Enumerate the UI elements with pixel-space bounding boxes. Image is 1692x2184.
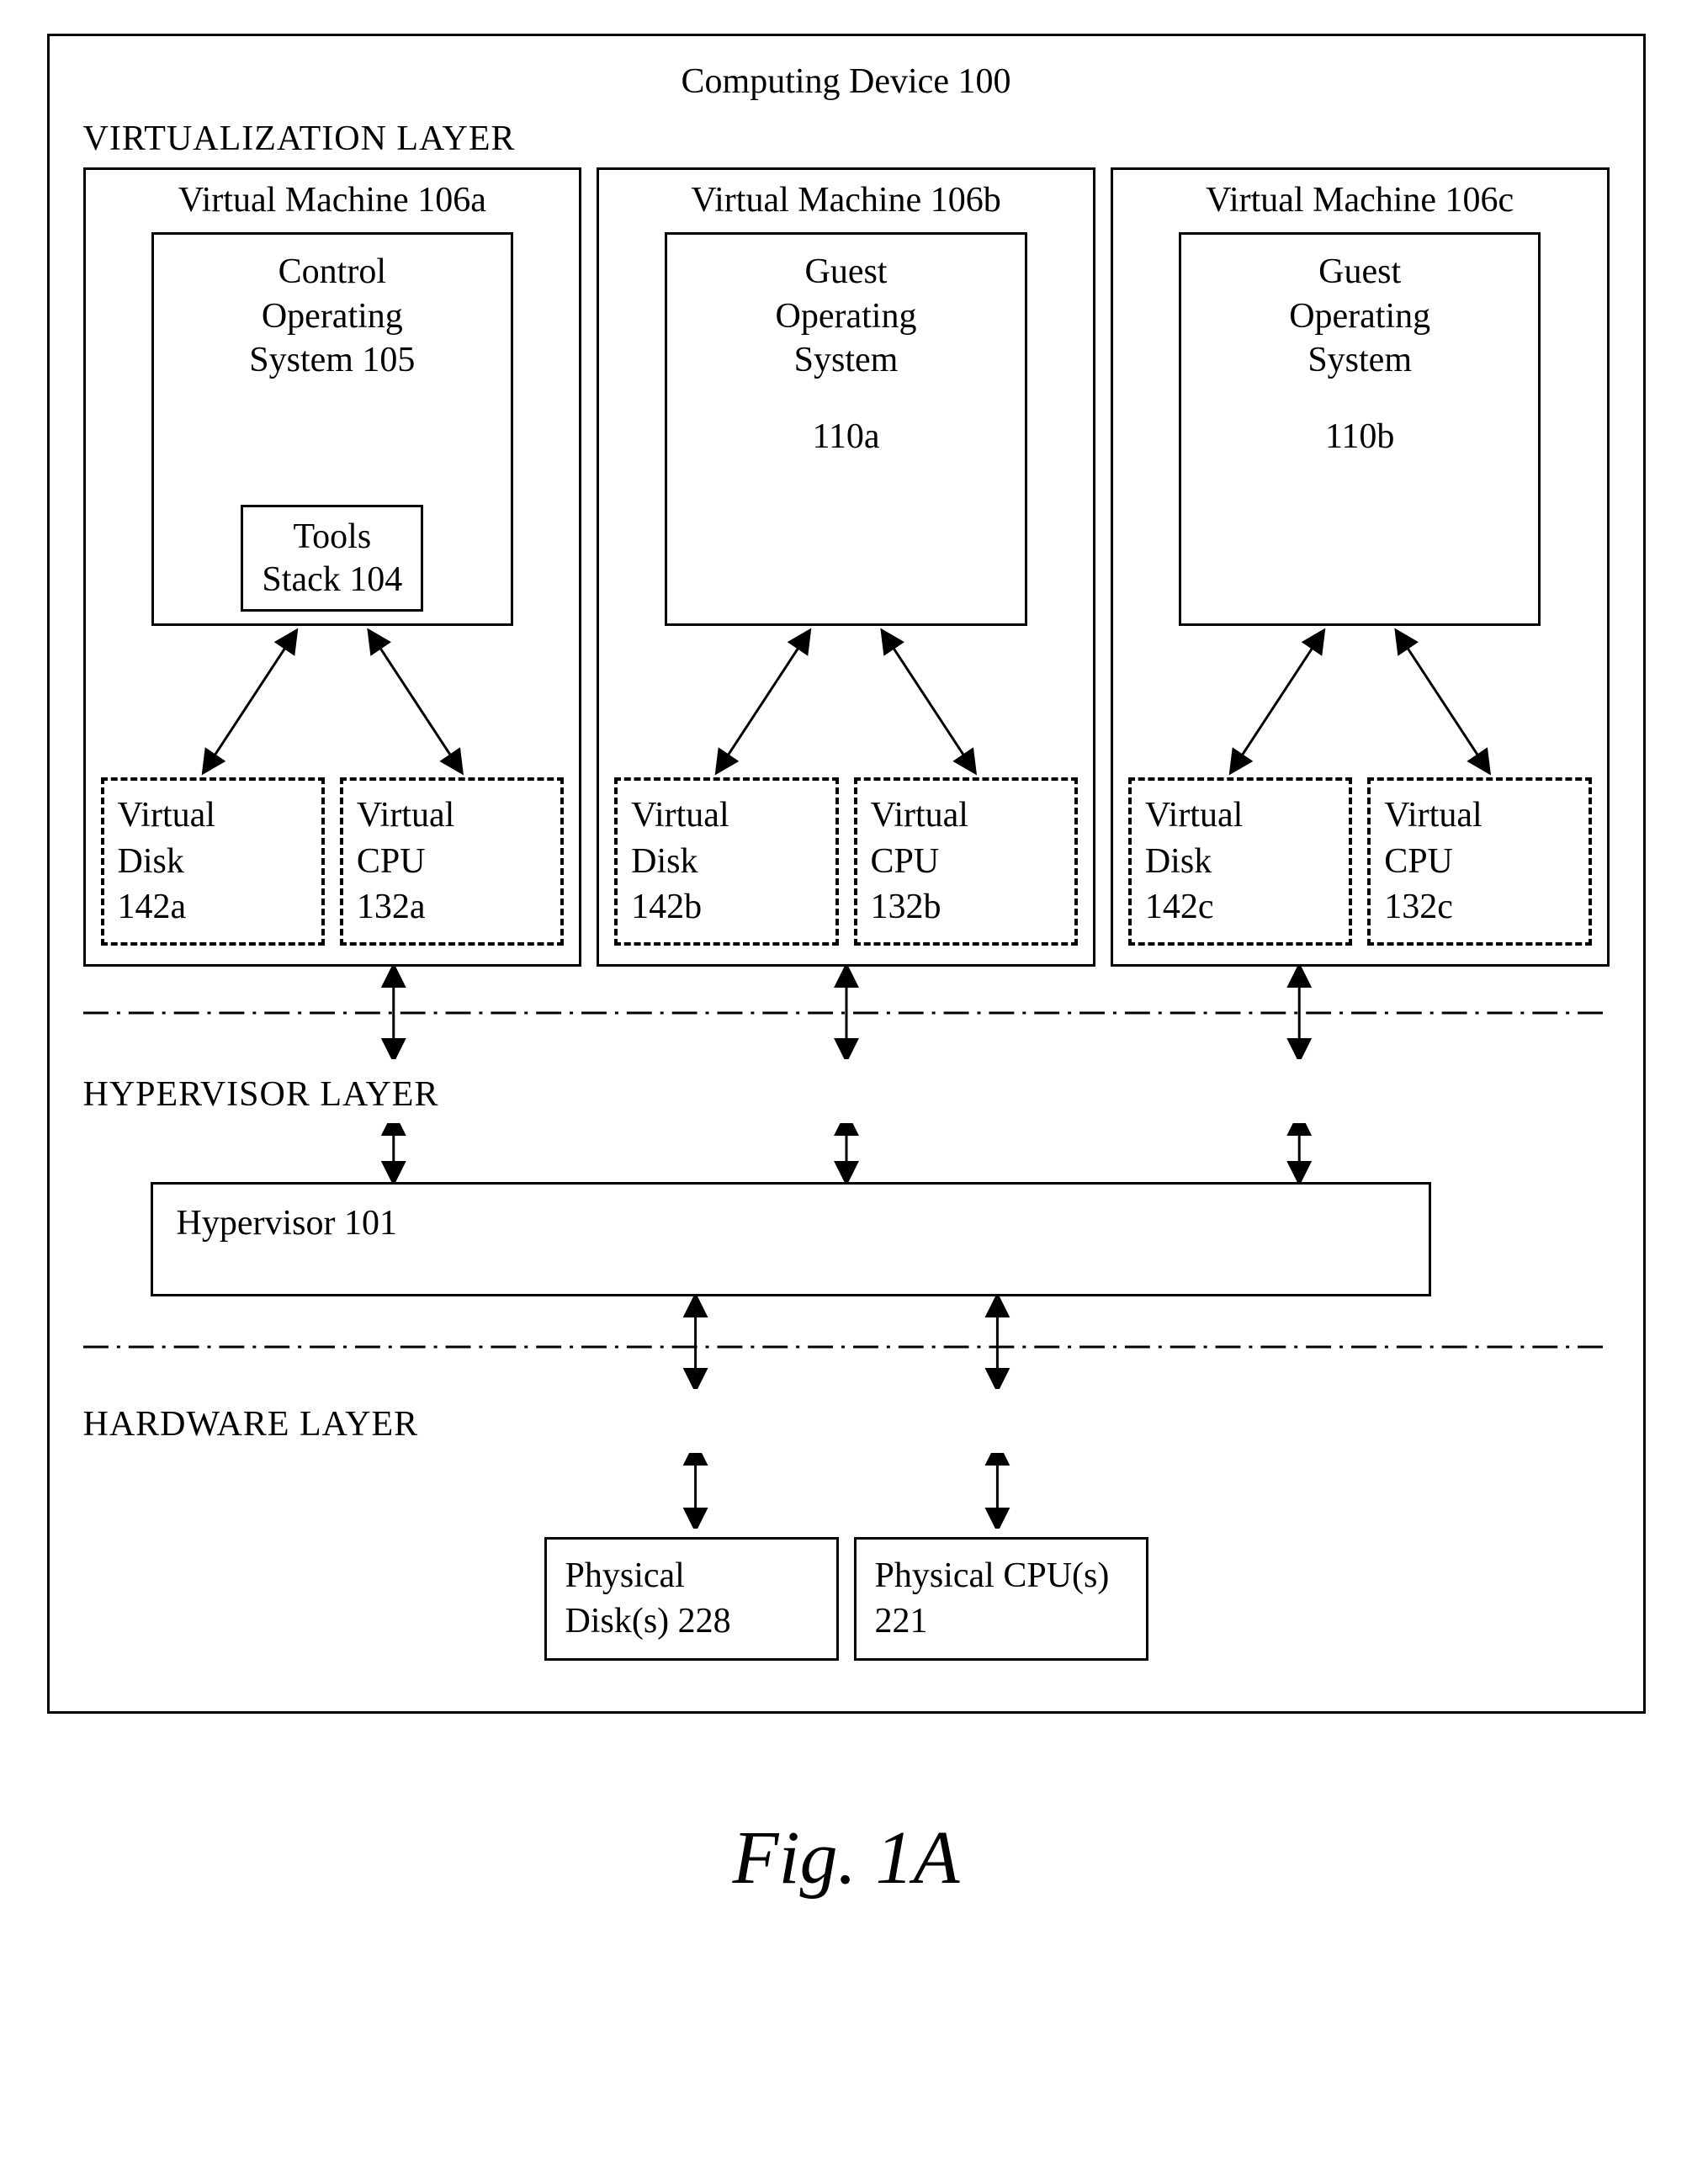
os-line: Control: [278, 252, 386, 291]
vm-to-hypervisor-arrow-region: [83, 967, 1610, 1059]
os-number: 110b: [1325, 416, 1394, 457]
os-to-virtual-arrows: [614, 626, 1078, 777]
vd-line: Disk: [1145, 842, 1212, 881]
vm-hyp-arrows: [83, 967, 1610, 1059]
vm-box-106b: Virtual Machine 106b Guest Operating Sys…: [597, 167, 1095, 967]
virtual-disk-box: Virtual Disk 142b: [614, 777, 838, 946]
vd-line: Disk: [118, 842, 184, 881]
virtual-resources-row: Virtual Disk 142b Virtual CPU 132b: [614, 777, 1078, 946]
hypervisor-label: Hypervisor 101: [177, 1204, 397, 1243]
physical-disk-box: Physical Disk(s) 228: [544, 1537, 839, 1661]
device-title: Computing Device 100: [83, 61, 1610, 102]
os-text: Control Operating System 105: [249, 250, 415, 383]
vm-box-106c: Virtual Machine 106c Guest Operating Sys…: [1111, 167, 1610, 967]
figure-caption: Fig. 1A: [47, 1815, 1646, 1901]
hypervisor-layer-label: HYPERVISOR LAYER: [83, 1074, 1610, 1115]
hw-line: 221: [875, 1602, 928, 1641]
hw-line: Physical CPU(s): [875, 1556, 1110, 1595]
vd-line: Disk: [631, 842, 697, 881]
virtualization-layer-label: VIRTUALIZATION LAYER: [83, 119, 1610, 159]
vd-line: 142c: [1145, 888, 1214, 926]
guest-os-box: Guest Operating System 110b: [1179, 232, 1541, 626]
hw-arrow-region: [83, 1453, 1610, 1529]
os-line: System 105: [249, 341, 415, 379]
os-line: System: [1307, 341, 1412, 379]
hyp-hw-arrows: [83, 1296, 1610, 1389]
physical-cpu-box: Physical CPU(s) 221: [854, 1537, 1148, 1661]
vd-line: 142a: [118, 888, 187, 926]
hw-line: Physical: [565, 1556, 685, 1595]
virtual-cpu-box: Virtual CPU 132a: [340, 777, 564, 946]
vm-title: Virtual Machine 106c: [1206, 180, 1514, 220]
hardware-layer-label: HARDWARE LAYER: [83, 1404, 1610, 1445]
hardware-row: Physical Disk(s) 228 Physical CPU(s) 221: [83, 1537, 1610, 1661]
hyp-arrow-region: [83, 1123, 1610, 1182]
arrow-gap: [614, 626, 1078, 777]
vc-line: Virtual: [871, 796, 968, 835]
vd-line: Virtual: [1145, 796, 1243, 835]
hypervisor-box: Hypervisor 101: [151, 1182, 1431, 1296]
vc-line: Virtual: [357, 796, 454, 835]
virtual-cpu-box: Virtual CPU 132b: [854, 777, 1078, 946]
hypervisor-row: Hypervisor 101: [83, 1182, 1610, 1296]
computing-device-box: Computing Device 100 VIRTUALIZATION LAYE…: [47, 34, 1646, 1714]
os-line: Guest: [804, 252, 887, 291]
control-os-box: Control Operating System 105 Tools Stack…: [151, 232, 513, 626]
virtual-resources-row: Virtual Disk 142a Virtual CPU 132a: [101, 777, 565, 946]
os-text: Guest Operating System: [776, 250, 917, 383]
hyp-arrows-cont: [83, 1123, 1610, 1182]
os-to-virtual-arrows: [1128, 626, 1592, 777]
vc-line: 132b: [871, 888, 941, 926]
vm-title: Virtual Machine 106b: [691, 180, 1000, 220]
hyp-to-hw-arrow-region: [83, 1296, 1610, 1389]
os-line: Operating: [1289, 297, 1430, 336]
vd-line: 142b: [631, 888, 702, 926]
arrow-gap: [1128, 626, 1592, 777]
vc-line: CPU: [357, 842, 426, 881]
tools-stack-box: Tools Stack 104: [241, 505, 423, 612]
os-number: 110a: [812, 416, 879, 457]
vc-line: CPU: [871, 842, 940, 881]
vc-line: 132c: [1384, 888, 1453, 926]
hw-line: Disk(s) 228: [565, 1602, 731, 1641]
os-to-virtual-arrows: [101, 626, 565, 777]
vc-line: 132a: [357, 888, 426, 926]
os-line: Operating: [776, 297, 917, 336]
vm-title: Virtual Machine 106a: [178, 180, 486, 220]
virtual-disk-box: Virtual Disk 142a: [101, 777, 325, 946]
vc-line: Virtual: [1384, 796, 1482, 835]
vd-line: Virtual: [631, 796, 729, 835]
os-line: Guest: [1318, 252, 1401, 291]
virtual-disk-box: Virtual Disk 142c: [1128, 777, 1352, 946]
virtual-resources-row: Virtual Disk 142c Virtual CPU 132c: [1128, 777, 1592, 946]
os-line: Operating: [262, 297, 403, 336]
os-line: System: [794, 341, 899, 379]
hw-arrows-cont: [83, 1453, 1610, 1529]
vm-box-106a: Virtual Machine 106a Control Operating S…: [83, 167, 582, 967]
virtual-cpu-box: Virtual CPU 132c: [1367, 777, 1591, 946]
vd-line: Virtual: [118, 796, 215, 835]
tools-line: Stack 104: [262, 560, 402, 599]
vms-row: Virtual Machine 106a Control Operating S…: [83, 167, 1610, 967]
tools-line: Tools: [293, 517, 371, 556]
os-text: Guest Operating System: [1289, 250, 1430, 383]
guest-os-box: Guest Operating System 110a: [665, 232, 1026, 626]
vc-line: CPU: [1384, 842, 1453, 881]
arrow-gap: [101, 626, 565, 777]
